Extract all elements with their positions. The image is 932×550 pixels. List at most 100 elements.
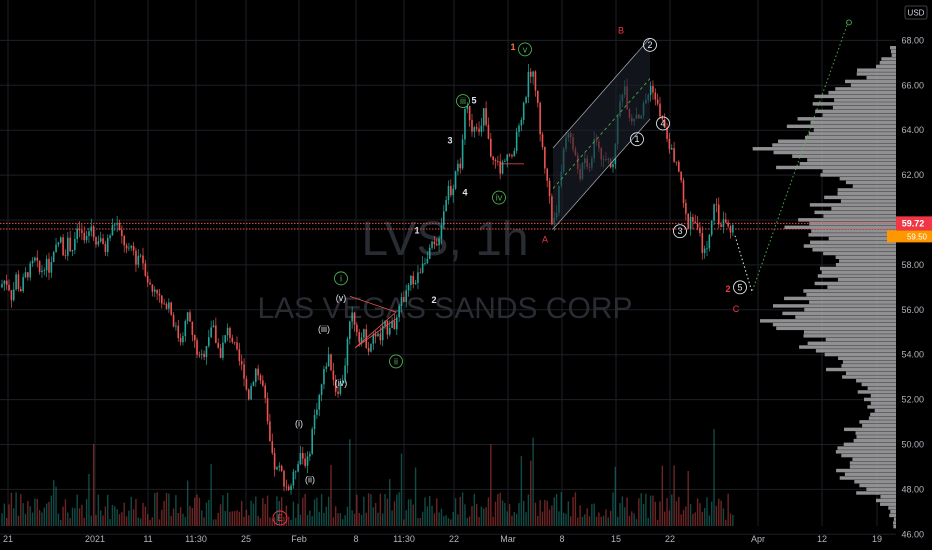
profile-bar: [826, 367, 896, 372]
volume-bar: [680, 514, 682, 526]
y-tick-label: 58.00: [901, 260, 924, 270]
profile-bar: [809, 203, 896, 207]
candle-body: [680, 171, 682, 181]
candle-body: [217, 343, 219, 348]
volume-bar: [76, 494, 78, 526]
candle-body: [475, 127, 478, 129]
profile-bar: [853, 438, 896, 443]
candle-body: [29, 263, 31, 278]
candle-body: [208, 337, 210, 347]
candle-body: [278, 465, 281, 468]
candle-body: [508, 154, 511, 156]
candle-body: [654, 92, 657, 100]
volume-bar: [374, 502, 377, 526]
volume-bar: [551, 505, 553, 526]
candle-body: [344, 365, 346, 380]
x-tick-label: 11:30: [393, 534, 415, 544]
candle-body: [130, 245, 133, 248]
profile-bar: [772, 304, 896, 308]
candle-body: [715, 204, 718, 206]
volume-bar: [90, 515, 92, 526]
volume-bar: [480, 506, 483, 526]
profile-bar: [809, 300, 896, 304]
volume-bar: [236, 510, 238, 526]
volume-bar: [642, 503, 645, 526]
volume-bar: [189, 506, 191, 526]
profile-bar: [890, 46, 896, 50]
volume-bar: [562, 512, 565, 526]
volume-bar: [647, 518, 649, 526]
candle-body: [374, 334, 377, 337]
volume-bar: [158, 519, 161, 526]
profile-bar: [772, 143, 896, 147]
candle-body: [520, 119, 523, 126]
candle-body: [257, 368, 259, 376]
volume-bar: [656, 519, 659, 526]
volume-bar: [269, 517, 271, 526]
volume-bar: [534, 502, 537, 526]
volume-bar: [426, 506, 429, 526]
wave-roman-ii-ring: [389, 354, 403, 369]
wave-roman-iv: iv: [496, 193, 503, 203]
volume-bar: [661, 465, 664, 526]
volume-bar: [692, 513, 694, 526]
volume-bar: [252, 503, 255, 526]
candle-body: [341, 379, 344, 383]
volume-bar: [457, 514, 459, 526]
volume-bar: [436, 498, 438, 526]
wave-num-5: 5: [471, 95, 476, 105]
candle-body: [466, 106, 469, 110]
volume-bar: [229, 511, 231, 526]
volume-bar: [332, 517, 335, 526]
candle-body: [351, 312, 353, 322]
y-tick-label: 46.00: [901, 529, 924, 539]
volume-bar: [530, 460, 532, 526]
volume-bar: [273, 517, 276, 526]
wave-circled-1: 1: [634, 134, 639, 144]
profile-bar: [864, 397, 896, 402]
candle-body: [271, 441, 274, 453]
candle-body: [198, 354, 201, 356]
wave-label-a: A: [542, 234, 548, 244]
candle-body: [417, 272, 419, 283]
volume-bar: [370, 494, 372, 526]
candle-body: [330, 354, 332, 371]
candle-body: [386, 320, 389, 335]
candle-body: [229, 327, 231, 338]
volume-bar: [313, 499, 316, 526]
candle-body: [247, 389, 250, 400]
candle-body: [717, 204, 720, 225]
candle-body: [438, 238, 440, 246]
profile-bar: [880, 495, 896, 499]
volume-bar: [125, 516, 128, 526]
volume-bar: [358, 513, 360, 526]
x-tick-label: 11: [143, 534, 152, 544]
candle-body: [215, 325, 217, 344]
candle-body: [205, 346, 208, 358]
volume-bar: [337, 513, 339, 526]
currency-badge[interactable]: USD: [904, 5, 928, 20]
candle-body: [515, 131, 518, 151]
volume-bar: [732, 514, 734, 526]
volume-bar: [396, 494, 398, 526]
profile-bar: [835, 450, 896, 454]
profile-bar: [845, 371, 896, 375]
candle-body: [405, 290, 407, 302]
wave-paren-i: (i): [295, 419, 303, 429]
candle-body: [360, 337, 363, 343]
volume-bar: [128, 510, 130, 526]
x-tick-label: 11:30: [185, 534, 207, 544]
candle-body: [699, 227, 701, 234]
candle-body: [443, 211, 445, 226]
candle-body: [518, 125, 520, 132]
candle-body: [309, 453, 311, 457]
candle-body: [457, 163, 459, 172]
profile-bar: [842, 360, 896, 364]
profile-bar: [776, 326, 896, 331]
projection-target: [846, 19, 852, 26]
volume-bar: [527, 494, 530, 526]
volume-bar: [424, 497, 426, 526]
volume-bar: [62, 506, 64, 526]
volume-bar: [102, 515, 104, 526]
